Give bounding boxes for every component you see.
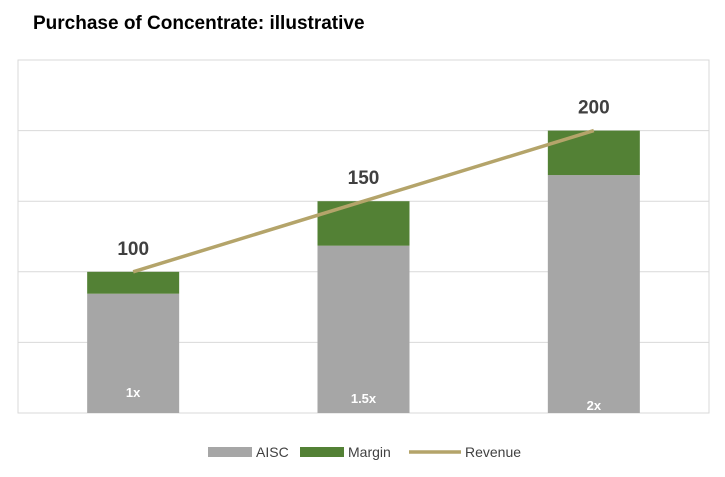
category-label-1: 1x (126, 385, 141, 400)
bar-margin-3 (547, 130, 640, 176)
data-label-revenue-2: 150 (348, 168, 380, 189)
legend-label-aisc: AISC (256, 444, 289, 460)
category-label-2: 1.5x (351, 391, 377, 406)
legend-swatch-margin (300, 447, 344, 457)
legend-label-revenue: Revenue (465, 444, 521, 460)
bar-margin-1 (87, 271, 180, 294)
data-label-revenue-3: 200 (578, 98, 610, 119)
bar-aisc-1 (87, 293, 180, 413)
revenue-line (132, 128, 595, 274)
legend-swatch-aisc (208, 447, 252, 457)
bar-margin-2 (317, 201, 410, 246)
data-label-revenue-1: 100 (117, 239, 149, 260)
chart-title: Purchase of Concentrate: illustrative (33, 13, 365, 34)
category-label-3: 2x (587, 398, 602, 413)
legend-label-margin: Margin (348, 444, 391, 460)
bar-aisc-2 (317, 245, 410, 413)
bar-aisc-3 (547, 175, 640, 413)
